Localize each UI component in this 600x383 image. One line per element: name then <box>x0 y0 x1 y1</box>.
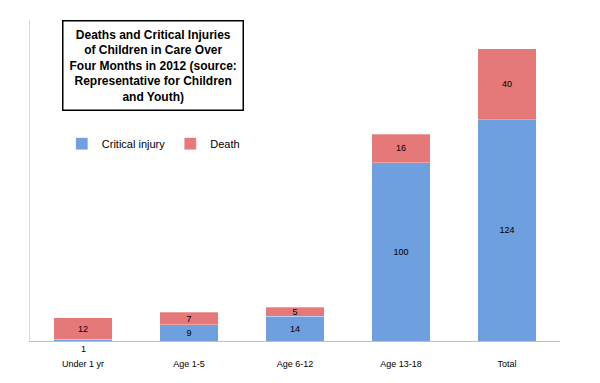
svg-text:Age 13-18: Age 13-18 <box>380 359 422 369</box>
svg-text:100: 100 <box>393 247 408 257</box>
svg-text:9: 9 <box>186 328 191 338</box>
svg-text:1: 1 <box>81 344 86 354</box>
svg-text:Total: Total <box>497 359 516 369</box>
svg-text:40: 40 <box>502 79 512 89</box>
svg-text:Death: Death <box>210 138 239 150</box>
svg-text:Age 1-5: Age 1-5 <box>173 359 205 369</box>
svg-text:Deaths and Critical Injuriesof: Deaths and Critical Injuriesof Children … <box>70 28 237 104</box>
svg-text:16: 16 <box>396 143 406 153</box>
svg-text:Critical injury: Critical injury <box>102 138 165 150</box>
svg-text:7: 7 <box>186 314 191 324</box>
svg-text:124: 124 <box>499 225 514 235</box>
svg-text:Age 6-12: Age 6-12 <box>277 359 314 369</box>
svg-text:14: 14 <box>290 324 300 334</box>
svg-text:5: 5 <box>292 307 297 317</box>
svg-text:12: 12 <box>78 324 88 334</box>
svg-text:Under 1 yr: Under 1 yr <box>62 359 104 369</box>
